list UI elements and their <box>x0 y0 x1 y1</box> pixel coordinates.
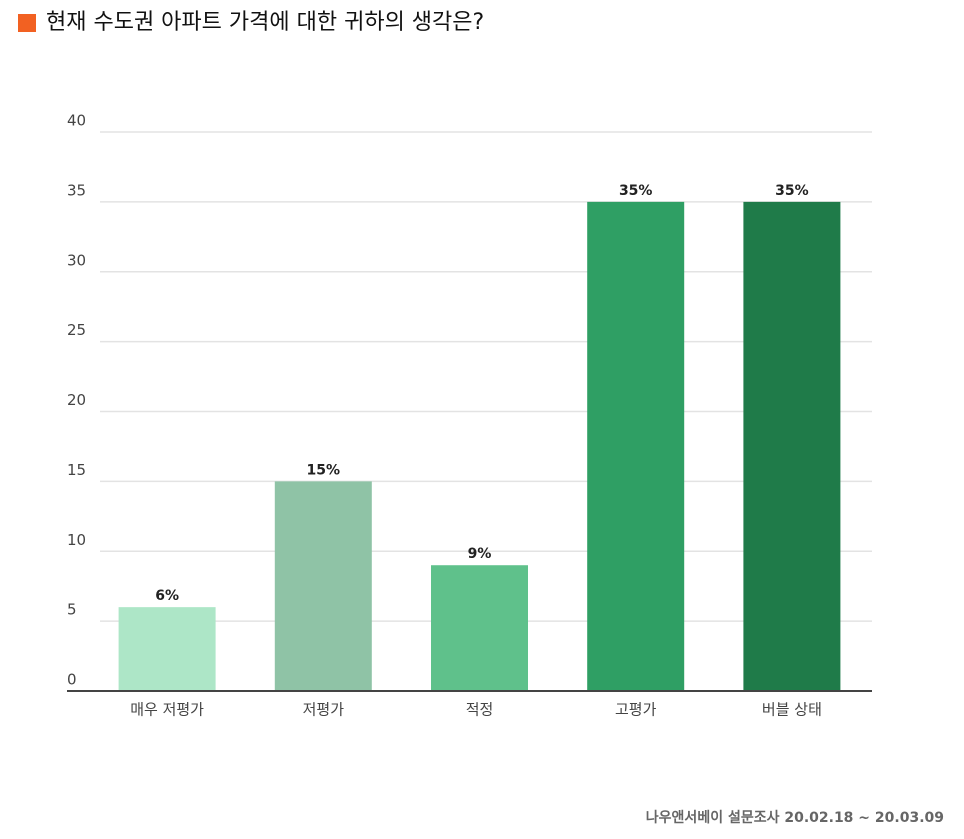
bar <box>274 481 372 691</box>
y-tick-label: 40 <box>67 112 86 130</box>
chart-title: 현재 수도권 아파트 가격에 대한 귀하의 생각은? <box>46 10 484 35</box>
title-icon <box>18 14 36 32</box>
y-tick-label: 0 <box>67 671 77 689</box>
y-tick-label: 10 <box>67 531 86 549</box>
bar <box>587 201 685 691</box>
y-tick-label: 35 <box>67 181 86 199</box>
value-label: 15% <box>307 462 341 478</box>
y-tick-label: 30 <box>67 251 86 269</box>
value-label: 35% <box>775 183 809 199</box>
y-tick-label: 5 <box>67 601 77 619</box>
x-tick-label: 저평가 <box>303 701 345 719</box>
x-tick-label: 적정 <box>466 701 494 719</box>
bar <box>431 565 528 691</box>
x-tick-label: 버블 상태 <box>762 701 822 719</box>
y-tick-label: 15 <box>67 461 86 479</box>
y-tick-label: 20 <box>67 391 86 409</box>
bar <box>743 201 841 691</box>
source-note: 나우앤서베이 설문조사 20.02.18 ~ 20.03.09 <box>646 809 944 826</box>
value-label: 35% <box>619 183 653 199</box>
bar <box>118 607 216 691</box>
x-tick-label: 고평가 <box>615 701 657 719</box>
y-tick-label: 25 <box>67 321 86 339</box>
value-label: 9% <box>468 546 492 562</box>
value-label: 6% <box>155 588 179 604</box>
x-tick-label: 매우 저평가 <box>130 701 204 719</box>
